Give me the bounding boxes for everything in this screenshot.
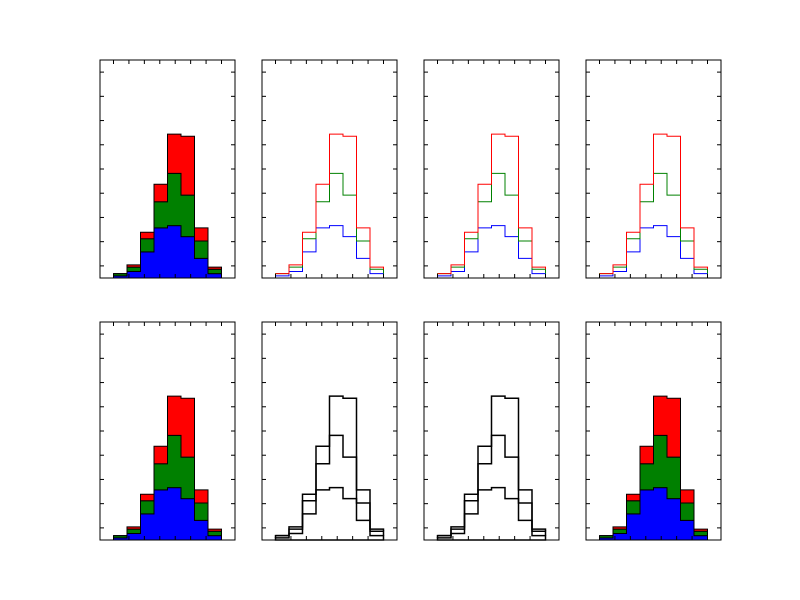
bar-green-2 [140,500,154,514]
step-line-green [437,172,546,276]
bar-blue-5 [181,498,195,540]
bar-red-5 [181,398,195,458]
step-line-red [437,133,546,275]
bar-green-2 [626,500,640,514]
bar-blue-2 [626,513,640,540]
step-line-black [275,395,385,537]
bar-blue-1 [127,533,141,540]
bar-red-7 [208,267,222,270]
subplot-0-2 [423,59,560,279]
bar-red-4 [653,396,667,436]
bar-green-7 [694,531,708,536]
bar-green-3 [154,463,168,490]
bar-blue-6 [680,520,694,540]
bar-red-1 [127,526,141,530]
bar-red-3 [154,446,168,464]
step-line-red [599,133,708,275]
bar-outline-red [113,395,222,537]
step-line-black [274,486,385,541]
bar-outline-red [599,395,708,537]
step-line-black [436,434,547,538]
bar-blue-7 [694,535,708,540]
bar-blue-4 [167,487,181,540]
step-line-blue [437,225,546,279]
bar-red-5 [667,398,681,458]
bar-green-0 [599,535,613,538]
bar-blue-2 [140,251,154,278]
step-line-green [599,172,708,276]
step-line-blue [599,225,708,279]
subplot-0-3 [585,59,722,279]
subplot-1-2 [423,321,560,541]
bar-red-3 [154,184,168,202]
bar-blue-7 [208,535,222,540]
bar-red-5 [181,136,195,196]
subplot-0-1 [261,59,398,279]
bar-green-0 [113,273,127,276]
bar-blue-1 [127,271,141,278]
bar-blue-7 [208,273,222,278]
bar-blue-5 [181,236,195,278]
bar-red-4 [167,396,181,436]
bar-red-2 [140,232,154,239]
subplot-1-1 [261,321,398,541]
step-line-black [437,395,547,537]
bar-red-1 [613,526,627,530]
bar-green-7 [208,531,222,536]
bar-blue-3 [640,489,654,540]
bar-green-6 [680,502,694,521]
bar-blue-6 [194,258,208,278]
bar-green-1 [127,529,141,534]
bar-green-6 [194,502,208,521]
bar-green-4 [167,173,181,226]
subplot-1-0 [99,321,236,541]
bar-blue-0 [113,275,127,278]
bar-green-1 [127,267,141,272]
bar-blue-4 [167,225,181,278]
bar-green-1 [613,529,627,534]
bar-green-7 [208,269,222,274]
bar-blue-2 [140,513,154,540]
bar-red-2 [626,494,640,501]
bar-green-4 [167,435,181,488]
bar-red-7 [208,529,222,532]
bar-blue-3 [154,489,168,540]
bar-green-5 [181,195,195,237]
bar-green-5 [181,457,195,499]
bar-green-3 [640,463,654,490]
bar-red-7 [694,529,708,532]
bar-blue-6 [194,520,208,540]
bar-red-6 [194,489,208,503]
step-line-green [275,172,384,276]
bar-red-4 [167,134,181,174]
bar-blue-0 [599,537,613,540]
bar-blue-4 [653,487,667,540]
step-line-black [436,486,547,541]
bar-outline-red [113,133,222,275]
step-line-blue [275,225,384,279]
step-line-red [275,133,384,275]
bar-red-2 [140,494,154,501]
bar-green-0 [113,535,127,538]
bar-blue-5 [667,498,681,540]
bar-red-6 [194,227,208,241]
bar-blue-1 [613,533,627,540]
subplot-1-3 [585,321,722,541]
bar-green-4 [653,435,667,488]
subplot-0-0 [99,59,236,279]
bar-green-3 [154,201,168,228]
bar-green-2 [140,238,154,252]
bar-blue-3 [154,227,168,278]
bar-red-3 [640,446,654,464]
bar-green-6 [194,240,208,259]
bar-green-5 [667,457,681,499]
bar-red-6 [680,489,694,503]
bar-blue-0 [113,537,127,540]
bar-red-1 [127,264,141,268]
step-line-black [274,434,385,538]
